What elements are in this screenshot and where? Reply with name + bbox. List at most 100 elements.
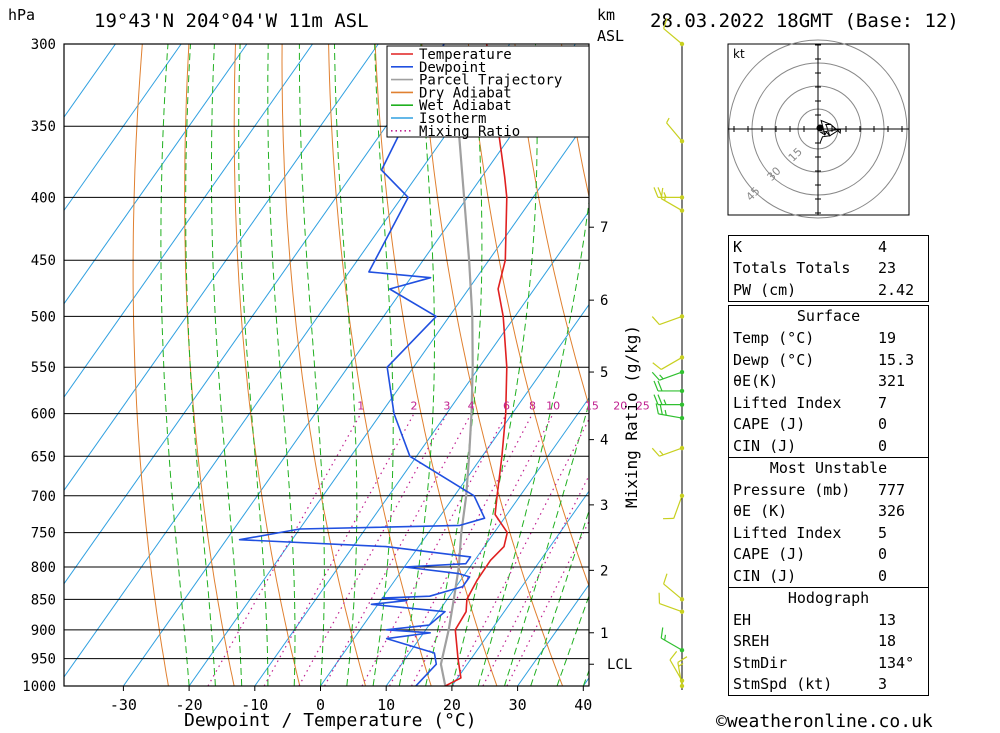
height-tick-label: 7 (600, 220, 608, 236)
wet-adiabat-line (477, 198, 589, 686)
datetime-label: 28.03.2022 18GMT (Base: 12) (650, 10, 959, 32)
pressure-tick-label: 400 (31, 190, 56, 206)
legend-label: Wet Adiabat (419, 98, 512, 114)
surface-table: Surface Temp (°C) 19 Dewp (°C) 15.3 θE(K) 3… (728, 305, 929, 696)
pressure-tick-label: 550 (31, 360, 56, 376)
wet-adiabat-line (334, 44, 358, 686)
wet-adiabat-line (238, 44, 269, 686)
x-tick-label: 20 (443, 696, 461, 714)
mu-row-label: CAPE (J) (733, 545, 806, 564)
index-tt-label: Totals Totals (733, 259, 851, 278)
mixing-ratio-label: 6 (503, 400, 510, 413)
legend-label: Isotherm (419, 111, 486, 127)
surface-row-value: 7 (878, 393, 888, 412)
isotherm-line (64, 44, 248, 305)
hodo-row-label: StmDir (733, 653, 788, 672)
pressure-tick-label: 350 (31, 119, 56, 135)
hodo-row-value: 134° (878, 653, 915, 672)
index-k-label: K (733, 237, 743, 256)
surface-row-label: CAPE (J) (733, 415, 806, 434)
mu-row-label: Lifted Index (733, 523, 842, 542)
legend-label: Dewpoint (419, 60, 486, 76)
x-axis-label: Dewpoint / Temperature (°C) (184, 710, 477, 731)
dry-adiabat-line (374, 44, 498, 686)
hodo-row-value: 3 (878, 675, 888, 694)
surface-row-value: 0 (878, 415, 888, 434)
wet-adiabat-line (267, 44, 296, 686)
wet-adiabat-line (530, 509, 589, 686)
x-tick-label: 40 (574, 696, 592, 714)
wet-adiabat-line (556, 594, 589, 686)
pressure-tick-label: 750 (31, 526, 56, 542)
mixing-ratio-line (263, 413, 415, 686)
pressure-tick-label: 650 (31, 449, 56, 465)
isotherm-line (64, 44, 445, 585)
pressure-tick-label: 700 (31, 489, 56, 505)
surface-title: Surface (796, 307, 861, 325)
mu-row-value: 0 (878, 566, 888, 585)
mu-row-value: 5 (878, 523, 888, 542)
hodograph-title: Hodograph (729, 586, 928, 610)
mixing-ratio-label: 8 (529, 400, 536, 413)
temperature-curve (444, 44, 509, 686)
x-tick-label: 0 (316, 696, 325, 714)
dry-adiabat-line (981, 44, 1000, 686)
isotherm-line (451, 490, 589, 686)
hodo-row-value: 18 (878, 632, 897, 651)
hodo-row-value: 13 (878, 610, 897, 629)
x-tick-label: -10 (241, 696, 268, 714)
mixing-ratio-label: 20 (613, 400, 627, 413)
x-tick-label: 10 (377, 696, 395, 714)
surface-row-label: Lifted Index (733, 393, 842, 412)
pressure-tick-label: 850 (31, 592, 56, 608)
surface-row-value: 321 (878, 372, 906, 391)
surface-row-value: 15.3 (878, 350, 915, 369)
indices-table: K 4 Totals Totals 23 PW (cm) 2.42 (728, 235, 929, 302)
isotherm-line (320, 303, 589, 686)
pressure-tick-label: 900 (31, 623, 56, 639)
hodo-row-label: StmSpd (kt) (733, 675, 833, 694)
isotherm-line (122, 44, 576, 686)
surface-row-label: Dewp (°C) (733, 350, 815, 369)
mixing-ratio-line (361, 413, 508, 686)
dry-adiabat-line (934, 44, 1000, 686)
dewpoint-curve (238, 44, 486, 686)
mixing-ratio-line (324, 413, 472, 686)
isotherm-line (64, 44, 379, 492)
pressure-tick-label: 450 (31, 253, 56, 269)
credit-label: ©weatheronline.co.uk (716, 711, 933, 732)
mixing-ratio-label: 1 (357, 400, 364, 413)
mu-row-value: 326 (878, 502, 906, 521)
dry-adiabat-line (281, 44, 366, 686)
x-tick-label: -30 (110, 696, 137, 714)
isotherm-line (188, 117, 589, 686)
wet-adiabat-line (504, 401, 589, 686)
dry-adiabat-line (514, 44, 589, 408)
isotherm-line (385, 397, 589, 686)
mixing-ratio-axis-label: Mixing Ratio (g/kg) (622, 324, 641, 508)
mixing-ratio-label: 10 (546, 400, 560, 413)
index-k-value: 4 (878, 237, 888, 256)
wet-adiabat-line (298, 44, 325, 686)
surface-row-label: θE(K) (733, 372, 779, 391)
pressure-tick-label: 1000 (22, 679, 56, 695)
height-tick-label: LCL (607, 657, 632, 673)
height-tick-label: 4 (600, 433, 608, 449)
wet-adiabat-line (398, 44, 435, 686)
surface-row-label: Temp (°C) (733, 329, 815, 348)
isotherm-line (64, 44, 182, 212)
wet-adiabat-line (211, 44, 243, 686)
isotherm-line (254, 210, 589, 686)
legend-label: Dry Adiabat (419, 85, 512, 101)
wet-adiabat-line (451, 44, 538, 686)
pressure-unit-label: hPa (8, 6, 36, 24)
pressure-tick-label: 500 (31, 309, 56, 325)
mixing-ratio-line (452, 417, 589, 686)
isotherm-line (64, 44, 511, 678)
mu-row-value: 0 (878, 545, 888, 564)
wet-adiabat-line (160, 44, 190, 686)
pressure-tick-label: 800 (31, 560, 56, 576)
height-tick-label: 6 (600, 293, 608, 309)
surface-row-value: 19 (878, 329, 897, 348)
dry-adiabat-line (132, 44, 169, 686)
